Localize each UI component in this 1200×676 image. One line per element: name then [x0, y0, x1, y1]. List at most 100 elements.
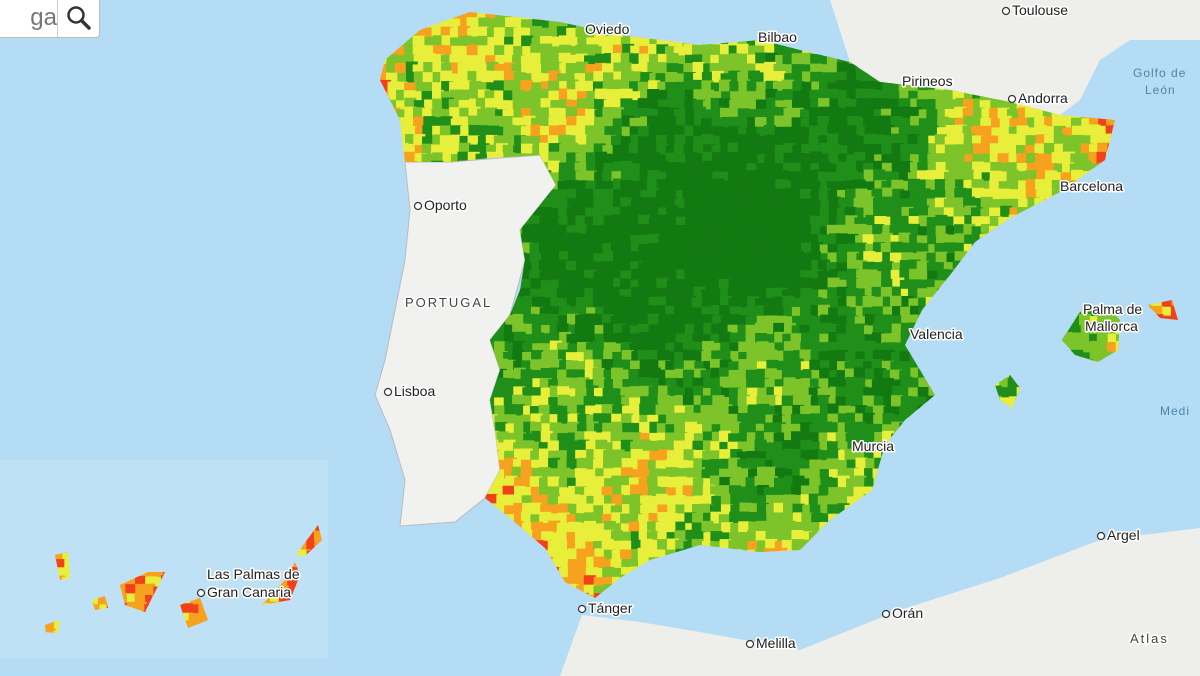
region-cell [493, 27, 506, 40]
region-cell [710, 54, 723, 67]
region-cell [692, 61, 705, 74]
region-cell [593, 70, 606, 83]
region-cell [520, 55, 533, 68]
region-cell [746, 54, 759, 67]
region-cell [782, 55, 795, 68]
region-cell [610, 214, 623, 227]
region-cell [511, 63, 524, 76]
region-cell [485, 12, 498, 23]
region-cell [457, 62, 470, 75]
region-cell [629, 71, 642, 84]
france [830, 0, 1200, 115]
region-cell [772, 242, 785, 255]
region-cell [629, 251, 642, 264]
region-cell [648, 54, 661, 67]
region-cell [396, 55, 409, 68]
region-cell [736, 242, 749, 255]
region-cell [458, 12, 471, 23]
region-cell [529, 25, 542, 38]
region-cell [935, 214, 948, 227]
region-cell [493, 80, 506, 93]
region-cell [709, 63, 722, 76]
region-cell [791, 53, 804, 66]
region-cell [413, 55, 426, 68]
region-cell [755, 52, 768, 65]
region-cell [620, 52, 633, 65]
region-cell [629, 223, 642, 236]
region-cell [457, 25, 470, 38]
region-cell [467, 12, 480, 22]
region-cell [422, 52, 435, 65]
region-cell [485, 55, 498, 68]
region-cell [486, 61, 499, 74]
region-cell [538, 259, 551, 272]
region-cell [601, 43, 614, 56]
region-cell [576, 61, 589, 74]
region-cell [495, 12, 508, 22]
region-cell [440, 70, 453, 83]
region-cell [602, 232, 615, 245]
region-cell [1051, 151, 1064, 164]
region-cell [451, 62, 464, 75]
region-cell [801, 52, 814, 65]
region-cell [836, 62, 849, 75]
region-cell [729, 63, 742, 76]
region-cell [629, 53, 642, 66]
region-cell [412, 35, 425, 48]
region-cell [541, 27, 554, 40]
region-cell [394, 62, 407, 75]
region-cell [736, 43, 749, 56]
region-cell [665, 71, 678, 84]
region-cell [836, 251, 849, 264]
region-cell [495, 17, 508, 30]
region-cell [890, 295, 903, 308]
region-cell [631, 63, 644, 76]
region-cell [890, 241, 903, 254]
region-cell [657, 62, 670, 75]
region-cell [476, 35, 489, 48]
region-cell [935, 251, 948, 264]
region-cell [594, 62, 607, 75]
region-cell [611, 34, 624, 47]
region-cell [556, 26, 569, 39]
region-cell [701, 44, 714, 57]
region-cell [727, 215, 740, 228]
region-cell [630, 34, 643, 47]
region-cell [691, 44, 704, 57]
africa [560, 528, 1200, 676]
region-cell [595, 53, 608, 66]
region-cell [647, 115, 660, 128]
region-cell [647, 62, 660, 75]
region-cell [1006, 169, 1019, 182]
region-cell [476, 26, 489, 39]
region-cell [764, 61, 777, 74]
region-cell [521, 35, 534, 48]
region-cell [503, 71, 516, 84]
region-cell [421, 27, 434, 40]
region-cell [494, 70, 507, 83]
region-cell [422, 72, 435, 85]
region-cell [558, 52, 571, 65]
region-cell [530, 52, 543, 65]
region-cell [466, 44, 479, 57]
region-cell [477, 12, 490, 21]
region-cell [412, 45, 425, 58]
region-cell [765, 52, 778, 65]
region-cell [675, 55, 688, 68]
region-cell [530, 63, 543, 76]
region-cell [835, 233, 848, 246]
region-cell [718, 79, 731, 92]
region-cell [494, 45, 507, 58]
region-cell [468, 55, 481, 68]
region-cell [504, 27, 517, 40]
region-cell [826, 55, 839, 68]
region-cell [763, 71, 776, 84]
region-cell [792, 71, 805, 84]
region-cell [549, 36, 562, 49]
region-cell [459, 80, 472, 93]
region-cell [476, 70, 489, 83]
region-cell [610, 53, 623, 66]
region-cell [505, 17, 518, 30]
